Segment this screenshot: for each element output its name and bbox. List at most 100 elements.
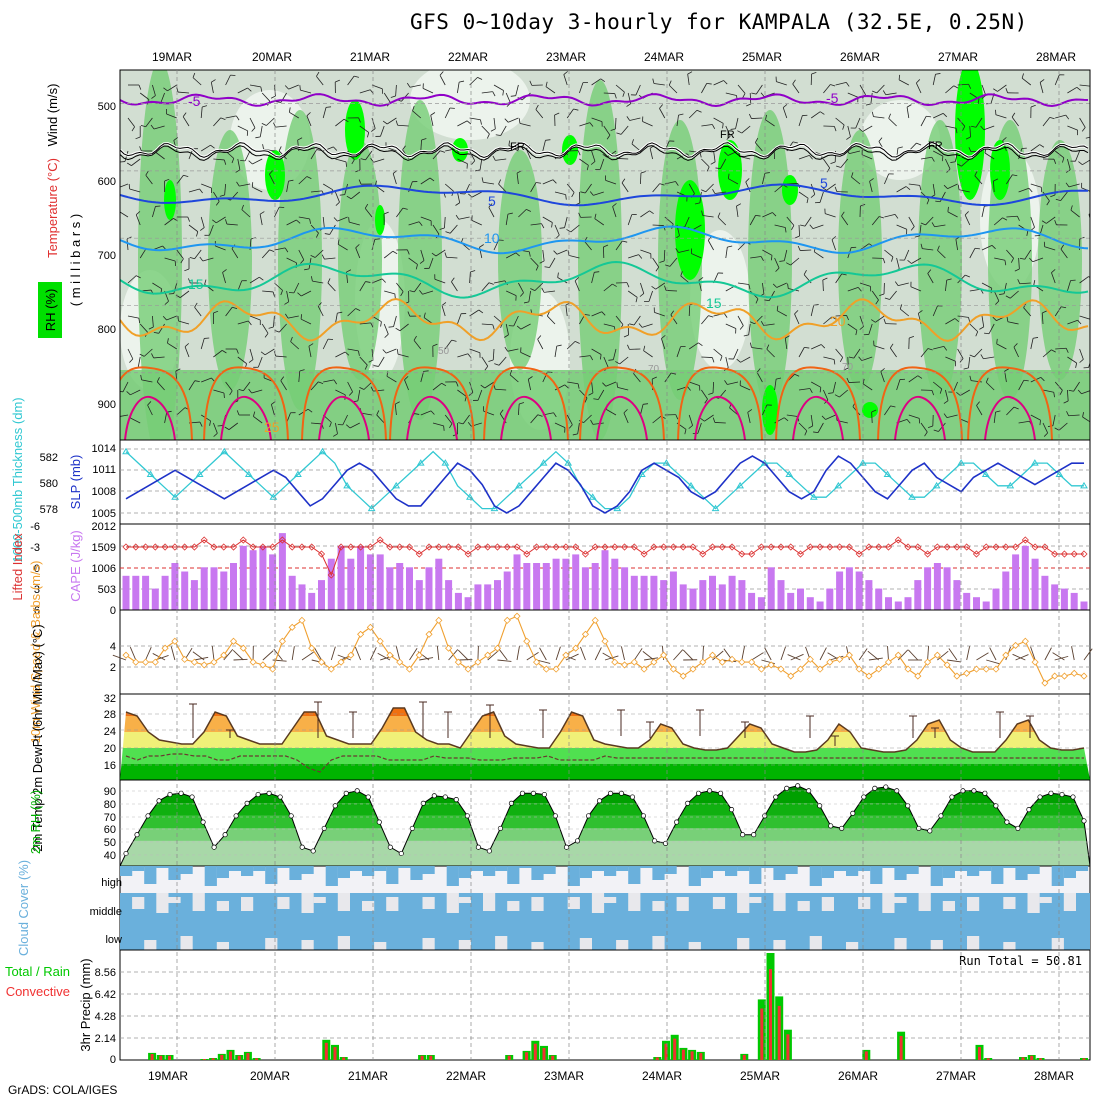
lifted-index-marker bbox=[620, 543, 629, 551]
cloud-high-bar bbox=[628, 866, 641, 884]
wind-barb bbox=[542, 179, 554, 185]
cloud-high-bar bbox=[349, 866, 363, 871]
wind-barb bbox=[591, 311, 602, 317]
wind-barb-feather bbox=[765, 114, 767, 120]
surface-wind-barb bbox=[887, 646, 889, 661]
thickness-marker bbox=[736, 481, 744, 489]
wind-barb bbox=[623, 412, 629, 424]
wind-speed-marker bbox=[200, 661, 208, 669]
cape-bar bbox=[836, 571, 844, 610]
wind-barb-feather bbox=[749, 342, 752, 348]
wind-barb bbox=[835, 273, 843, 284]
wind-barb-feather bbox=[875, 299, 879, 305]
wind-barb-feather bbox=[862, 378, 865, 384]
temp-label: 2m Temp 2m DewPt (6hr Min/Max) (°C) bbox=[30, 624, 45, 851]
wind-barb bbox=[394, 404, 397, 416]
wind-barb-feather bbox=[508, 140, 511, 146]
wind-barb-feather bbox=[809, 155, 813, 160]
y-tick: 28 bbox=[104, 709, 116, 721]
y-tick: 70 bbox=[104, 812, 116, 824]
wind-barb-feather bbox=[231, 158, 235, 164]
lifted-index-marker bbox=[718, 543, 726, 551]
wind-barb bbox=[364, 208, 373, 218]
wind-barb bbox=[749, 215, 756, 226]
wind-barb bbox=[579, 158, 589, 166]
wind-speed-marker bbox=[454, 658, 462, 666]
wind-barb-feather bbox=[723, 313, 728, 318]
wind-barb-feather bbox=[608, 359, 614, 361]
wind-barb-feather bbox=[269, 170, 274, 175]
surface-wind-barb bbox=[644, 657, 659, 661]
wind-barb bbox=[493, 84, 504, 91]
wind-barb bbox=[273, 315, 275, 327]
wind-barb-feather bbox=[247, 87, 252, 92]
wind-barb-feather bbox=[846, 315, 850, 321]
wind-barb-feather bbox=[779, 260, 785, 262]
temp-contour-25 bbox=[775, 366, 861, 440]
wind-barb bbox=[705, 183, 714, 193]
lifted-index-marker bbox=[1002, 543, 1010, 551]
rh-marker bbox=[123, 850, 129, 857]
wind-barb-feather bbox=[996, 338, 998, 344]
wind-barb-feather bbox=[392, 250, 398, 255]
precip-convective-bar bbox=[507, 1055, 511, 1060]
surface-wind-barb bbox=[580, 646, 586, 661]
wind-barb-feather bbox=[593, 398, 599, 400]
wind-speed-marker bbox=[523, 637, 531, 645]
precip-convective-bar bbox=[533, 1043, 537, 1060]
wind-barb-feather bbox=[1096, 333, 1099, 337]
wind-barb-feather bbox=[931, 157, 935, 162]
wind-barb bbox=[794, 313, 800, 325]
wind-barb bbox=[713, 117, 724, 124]
precip-convective-bar bbox=[255, 1058, 259, 1060]
wind-barb bbox=[579, 82, 584, 94]
wind-speed-marker bbox=[875, 665, 883, 673]
wind-barb bbox=[605, 180, 617, 185]
wind-barb bbox=[164, 218, 174, 226]
surface-wind-barb bbox=[526, 651, 539, 661]
wind-barb-feather bbox=[977, 98, 980, 104]
cape-bar bbox=[963, 592, 971, 610]
wind-barb bbox=[554, 224, 560, 236]
wind-barb-feather bbox=[138, 318, 141, 324]
wind-barb bbox=[306, 115, 312, 127]
wind-barb-feather bbox=[468, 193, 473, 198]
lifted-index-marker bbox=[806, 543, 814, 551]
wind-barb-feather bbox=[1023, 379, 1029, 382]
wind-barb bbox=[153, 356, 165, 359]
wind-barb bbox=[800, 249, 812, 251]
cloud-high-bar bbox=[156, 866, 169, 868]
wind-barb bbox=[365, 150, 373, 161]
wind-barb-feather bbox=[374, 238, 380, 240]
contour-label: 25 bbox=[264, 419, 280, 435]
wind-barb-feather bbox=[1012, 174, 1018, 177]
cape-bar bbox=[1060, 588, 1068, 610]
y1-tick: 582 bbox=[40, 452, 58, 464]
cloud-middle-gap bbox=[507, 901, 520, 911]
wind-barb-feather bbox=[388, 326, 394, 328]
wind-barb-feather bbox=[1043, 432, 1048, 437]
lifted-index-marker bbox=[748, 550, 756, 558]
wind-barb bbox=[1030, 414, 1041, 421]
wind-barb-feather bbox=[772, 283, 778, 288]
precip-convective-bar bbox=[1082, 1058, 1086, 1060]
wind-barb-feather bbox=[755, 298, 759, 304]
wind-barb bbox=[444, 183, 454, 192]
cape-bar bbox=[728, 575, 736, 610]
precip-convective-bar bbox=[1021, 1057, 1025, 1060]
wind-barb bbox=[457, 120, 468, 127]
wind-speed-marker bbox=[1041, 679, 1049, 687]
rh-marker bbox=[596, 798, 603, 804]
temp-contour-minus5 bbox=[120, 93, 1089, 108]
wind-barb-feather bbox=[782, 104, 788, 108]
wind-speed-marker bbox=[1002, 651, 1010, 659]
wind-barb bbox=[739, 156, 751, 160]
rh-marker bbox=[519, 790, 525, 796]
wind-barb-feather bbox=[440, 150, 446, 153]
wind-barb bbox=[1088, 214, 1090, 220]
wind-barb bbox=[725, 92, 737, 96]
precip-convective-bar bbox=[525, 1052, 529, 1060]
date-label: 22MAR bbox=[448, 50, 488, 64]
wind-barb-feather bbox=[346, 195, 352, 200]
wind-barb-feather bbox=[821, 415, 826, 420]
